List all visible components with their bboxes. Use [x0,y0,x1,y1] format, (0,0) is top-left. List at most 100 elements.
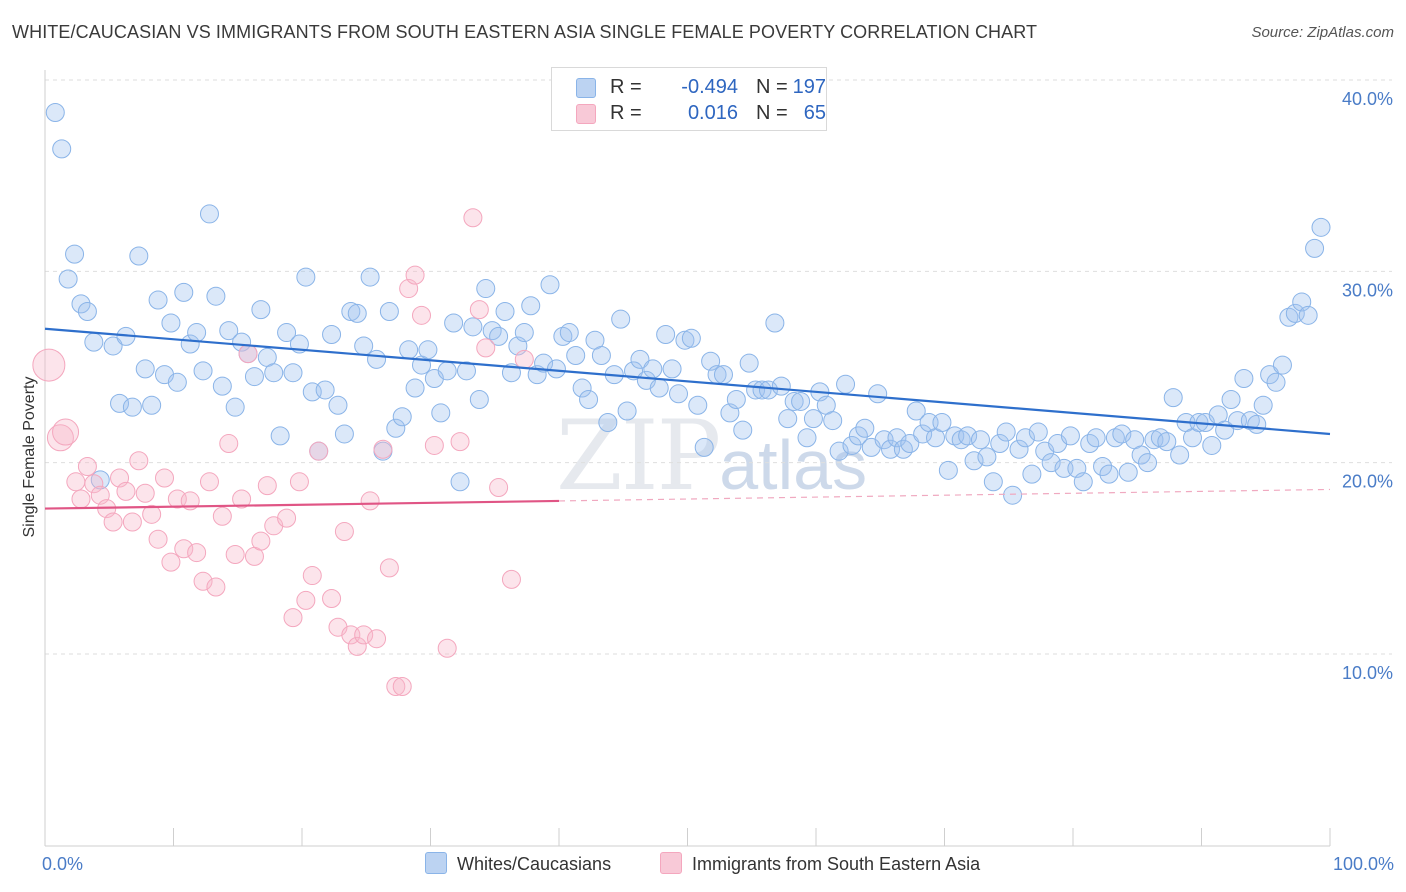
point-whites [58,269,78,289]
point-whites [251,300,271,320]
point-whites [476,279,496,299]
point-whites [1221,390,1241,410]
point-whites [1086,428,1106,448]
point-whites [791,391,811,411]
point-whites [135,359,155,379]
y-tick-label: 30.0% [1342,280,1393,300]
point-immigrants [354,625,374,645]
point-whites [354,336,374,356]
bottom-legend-whites: Whites/Caucasians [425,852,611,875]
point-immigrants [347,636,367,656]
point-immigrants [71,489,91,509]
point-whites [656,324,676,344]
point-whites [232,332,252,352]
point-whites [977,447,997,467]
point-whites [1093,456,1113,476]
point-whites [996,422,1016,442]
legend-r-label: R = [610,102,642,124]
point-whites [450,472,470,492]
point-whites [334,424,354,444]
point-whites [829,441,849,461]
trend-line-immigrants-extrapolated [558,488,1331,502]
point-immigrants [187,543,207,563]
point-whites [694,437,714,457]
point-immigrants [225,545,245,565]
point-whites [322,324,342,344]
legend-n-value: 65 [803,102,826,124]
legend-n-label: N = [756,76,788,98]
point-immigrants [514,349,534,369]
point-whites [630,349,650,369]
legend-r-value: 0.016 [687,102,738,124]
point-whites [797,428,817,448]
point-immigrants [122,512,142,532]
point-immigrants [232,489,252,509]
point-whites [1305,238,1325,258]
point-whites [598,412,618,432]
point-whites [559,323,579,343]
point-whites [444,313,464,333]
point-whites [270,426,290,446]
point-immigrants [489,478,509,498]
point-whites [823,411,843,431]
point-immigrants [322,589,342,609]
point-immigrants [277,508,297,528]
point-whites [110,393,130,413]
point-whites [765,313,785,333]
point-whites [624,361,644,381]
point-whites [418,340,438,360]
point-whites [1041,453,1061,473]
point-immigrants [476,338,496,358]
point-immigrants [142,504,162,524]
point-whites [328,395,348,415]
point-immigrants [367,629,387,649]
point-whites [379,302,399,322]
point-immigrants [193,571,213,591]
point-whites [521,296,541,316]
point-whites [803,409,823,429]
point-whites [489,326,509,346]
point-immigrants [148,529,168,549]
point-whites [1170,445,1190,465]
point-whites [1202,435,1222,455]
point-immigrants [302,566,322,586]
point-whites [1060,426,1080,446]
point-whites [848,426,868,446]
point-whites [283,363,303,383]
point-whites [758,380,778,400]
point-whites [514,323,534,343]
chart-title: WHITE/CAUCASIAN VS IMMIGRANTS FROM SOUTH… [12,22,1038,42]
point-immigrants [212,506,232,526]
legend-r-value: -0.494 [681,76,738,98]
point-whites [399,340,419,360]
point-immigrants [84,474,104,494]
point-whites [174,282,194,302]
point-whites [752,380,772,400]
x-tick-label-min: 0.0% [42,854,83,874]
y-axis-label: Single Female Poverty [21,377,38,538]
series-immigrants-points [32,208,534,697]
point-whites [566,346,586,366]
point-whites [932,412,952,432]
point-whites [675,330,695,350]
point-whites [1260,365,1280,385]
point-immigrants [77,456,97,476]
legend-swatch-immigrants [576,104,596,124]
point-immigrants [412,305,432,325]
point-immigrants [155,468,175,488]
point-whites [1131,445,1151,465]
point-whites [437,361,457,381]
point-immigrants [135,483,155,503]
point-immigrants [463,208,483,228]
point-whites [990,434,1010,454]
point-immigrants [501,569,521,589]
point-whites [219,321,239,341]
point-whites [534,353,554,373]
point-whites [958,426,978,446]
point-immigrants [283,608,303,628]
point-whites [906,401,926,421]
correlation-legend: R = -0.494 N = 197 R = 0.016 N = 65 [551,67,827,131]
point-whites [1009,439,1029,459]
point-whites [1028,422,1048,442]
legend-swatch-whites [576,78,596,98]
